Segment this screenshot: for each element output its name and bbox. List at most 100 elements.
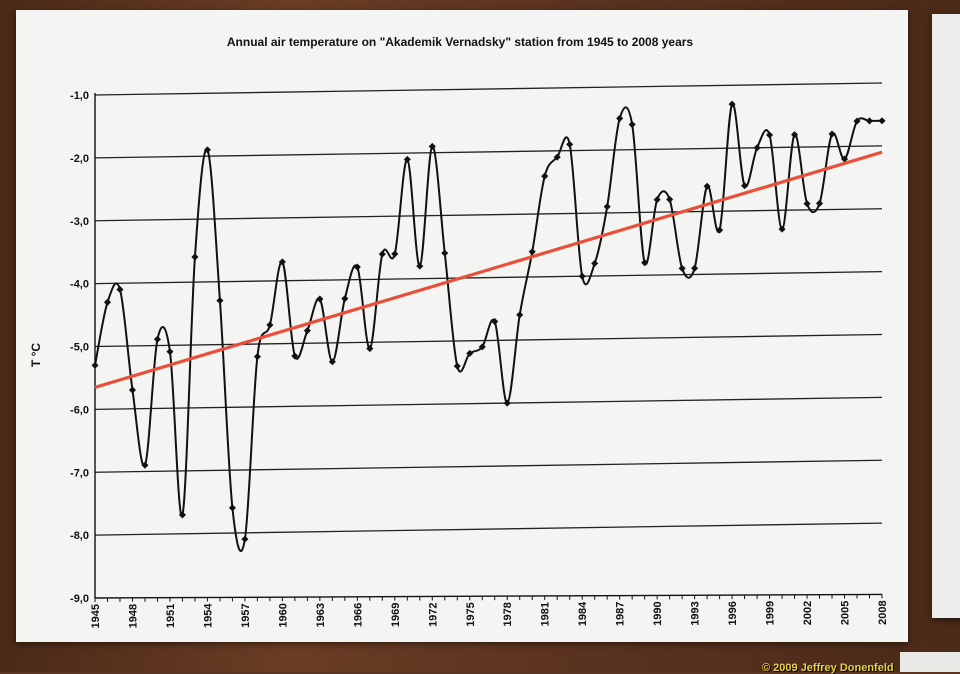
temperature-series-line (94, 103, 883, 553)
x-tick-label: 1981 (540, 602, 552, 626)
y-tick-labels: -1,0 -2,0 -3,0 -4,0 -5,0 -6,0 -7,0 -8,0 -9,0 (70, 90, 89, 605)
y-tick-label: -3,0 (70, 216, 89, 228)
data-point (328, 358, 336, 366)
x-tick-label: 2002 (802, 601, 814, 625)
data-point (228, 504, 236, 512)
data-point (503, 399, 511, 407)
y-tick-label: -6,0 (70, 404, 89, 416)
data-point (566, 140, 574, 148)
x-tick-label: 1987 (615, 602, 627, 626)
x-tick-label: 1969 (390, 603, 402, 627)
gridline (94, 396, 883, 411)
data-point (303, 327, 311, 335)
y-tick-label: -2,0 (70, 153, 89, 165)
data-point (591, 259, 599, 267)
data-point (416, 262, 424, 270)
data-point (865, 117, 874, 125)
data-point (428, 142, 436, 150)
photo-watermark: © 2009 Jeffrey Donenfeld (762, 662, 894, 674)
x-tick-label: 1999 (765, 601, 777, 625)
data-point (628, 120, 636, 129)
x-axis-line (94, 593, 883, 599)
data-point (641, 259, 649, 267)
data-point (541, 172, 549, 180)
data-point (753, 144, 761, 152)
y-tick-label: -8,0 (70, 530, 89, 542)
x-tick-label: 1990 (652, 601, 664, 625)
data-point (116, 285, 124, 294)
x-tick-labels: 1945 1948 1951 1954 1957 1960 1963 1966 1969 1972… (90, 600, 889, 628)
data-point (403, 155, 411, 163)
trend-layer (94, 150, 883, 389)
data-point (441, 249, 449, 257)
gridline (94, 208, 883, 222)
x-tick-label: 1960 (277, 603, 289, 627)
data-point (153, 335, 161, 343)
data-point (666, 195, 674, 203)
data-point (603, 203, 611, 211)
chart-title: Annual air temperature on "Akademik Vern… (227, 35, 694, 49)
y-axis-label: T °C (29, 343, 43, 367)
data-point (278, 258, 286, 266)
gridline (94, 82, 883, 96)
x-tick-label: 1963 (315, 603, 327, 627)
x-tick-label: 1972 (427, 602, 439, 626)
data-point (478, 343, 486, 351)
data-point (653, 196, 661, 204)
data-point (803, 200, 811, 208)
data-point (528, 248, 536, 256)
x-tick-label: 2008 (877, 600, 889, 624)
data-point (253, 353, 261, 361)
data-point (616, 114, 624, 122)
gridline (94, 145, 883, 159)
data-point (716, 226, 724, 234)
data-point (741, 182, 749, 190)
gridline (94, 459, 883, 473)
data-point (291, 352, 299, 360)
x-tick-label: 1957 (240, 603, 252, 627)
data-point (141, 461, 149, 469)
data-point (816, 199, 824, 207)
data-point (678, 264, 686, 272)
x-tick-label: 1978 (502, 602, 514, 626)
x-tick-label: 1945 (90, 604, 102, 628)
data-point (391, 250, 399, 258)
data-point (341, 295, 349, 303)
data-point (491, 318, 499, 326)
grid-layer (94, 82, 883, 536)
data-point (553, 153, 561, 161)
data-point (316, 295, 324, 303)
data-point (453, 362, 461, 370)
x-tick-label: 1948 (127, 604, 139, 628)
data-point (791, 131, 799, 139)
data-point (853, 117, 861, 125)
data-point (728, 100, 736, 108)
data-point (703, 182, 711, 190)
data-point (691, 264, 699, 272)
data-point (191, 253, 199, 261)
data-point (778, 225, 786, 233)
gridline (94, 333, 883, 348)
y-tick-label: -9,0 (70, 593, 89, 605)
data-point (166, 348, 174, 356)
x-tick-label: 1984 (577, 601, 589, 626)
adjacent-paper (932, 14, 960, 618)
data-point (366, 345, 374, 353)
x-tick-label: 1993 (690, 601, 702, 625)
x-tick-label: 1966 (352, 603, 364, 627)
data-point (216, 297, 224, 305)
x-tick-label: 1975 (465, 602, 477, 626)
axes (94, 93, 883, 602)
x-tick-label: 2005 (840, 601, 852, 625)
data-point (578, 272, 586, 280)
data-point (91, 361, 99, 369)
trend-line (94, 150, 883, 389)
data-point (378, 250, 386, 258)
data-point (241, 535, 249, 543)
data-point (103, 298, 112, 306)
data-point (353, 263, 361, 271)
data-point (766, 131, 774, 139)
x-tick-label: 1951 (165, 604, 177, 628)
y-tick-label: -5,0 (70, 342, 89, 354)
data-point (203, 146, 211, 154)
